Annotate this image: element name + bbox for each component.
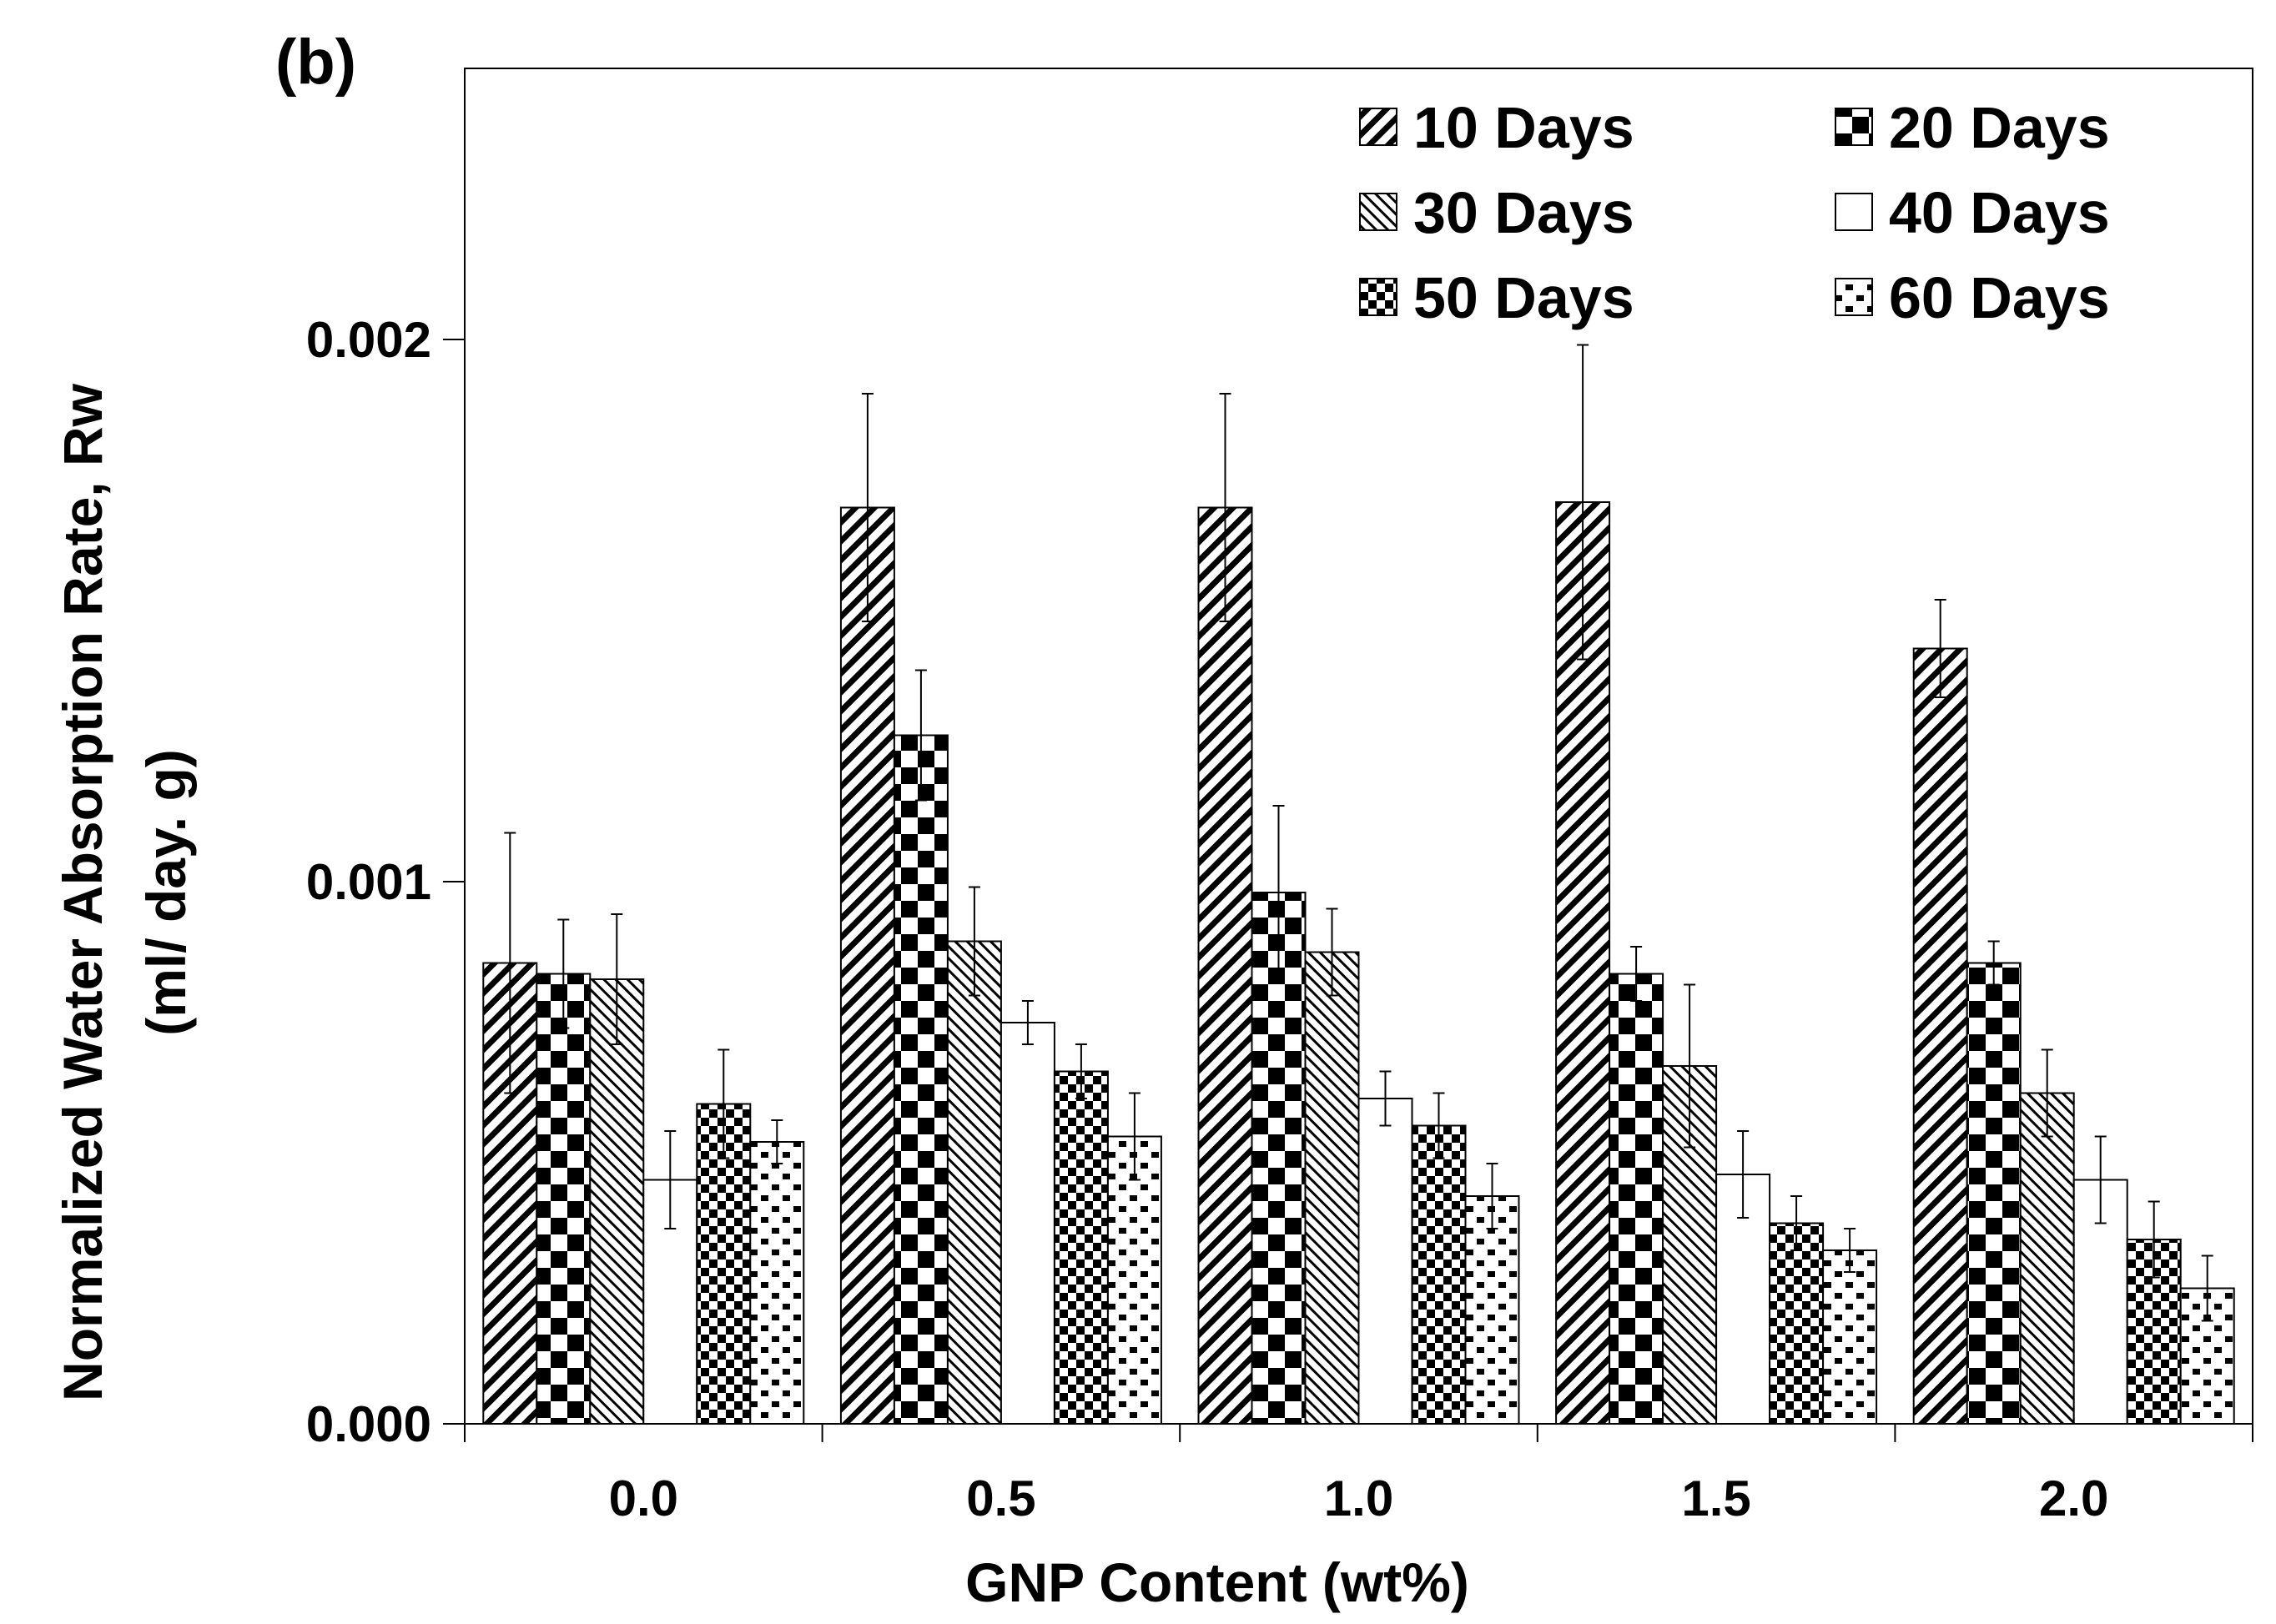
error-bar bbox=[1737, 1130, 1750, 1219]
bar-10-days-1.0 bbox=[1197, 506, 1253, 1425]
error-bar bbox=[2201, 1254, 2213, 1322]
error-bar bbox=[968, 886, 980, 997]
error-bars bbox=[504, 344, 2213, 1322]
y-tick-label: 0.000 bbox=[306, 1396, 431, 1452]
legend-item-20-days: 20 Days bbox=[1835, 95, 2110, 160]
error-bar bbox=[1379, 1070, 1392, 1127]
legend-item-30-days: 30 Days bbox=[1359, 180, 1634, 245]
bar-60-days-0.0 bbox=[749, 1141, 805, 1425]
x-tick-label: 0.5 bbox=[966, 1471, 1035, 1526]
bar-20-days-1.0 bbox=[1251, 892, 1307, 1425]
error-bar bbox=[1934, 599, 1946, 698]
legend-label: 40 Days bbox=[1889, 180, 2110, 245]
legend-label: 30 Days bbox=[1413, 180, 1634, 245]
bar-60-days-1.0 bbox=[1464, 1195, 1520, 1425]
legend-label: 50 Days bbox=[1413, 265, 1634, 330]
error-bar bbox=[2148, 1200, 2160, 1279]
legend-label: 20 Days bbox=[1889, 95, 2110, 160]
error-bar bbox=[664, 1130, 677, 1229]
error-bar bbox=[1219, 393, 1231, 622]
error-bar bbox=[1433, 1092, 1445, 1159]
legend-swatch bbox=[1359, 108, 1397, 146]
bar-10-days-2.0 bbox=[1912, 647, 1968, 1425]
y-tick-label: 0.001 bbox=[306, 854, 431, 910]
y-tick-label: 0.002 bbox=[306, 312, 431, 368]
bar-60-days-1.5 bbox=[1822, 1249, 1878, 1425]
x-axis: 0.0 0.5 1.0 1.5 2.0 bbox=[443, 1423, 2253, 1526]
error-bar bbox=[1630, 946, 1643, 1002]
bar-40-days-0.5 bbox=[1000, 1022, 1055, 1425]
x-axis-title: GNP Content (wt%) bbox=[965, 1551, 1469, 1613]
error-bar bbox=[1577, 344, 1589, 661]
bar-50-days-0.5 bbox=[1053, 1070, 1109, 1425]
bar-50-days-1.0 bbox=[1411, 1124, 1467, 1425]
bar-30-days-0.0 bbox=[589, 978, 645, 1425]
error-bar bbox=[1075, 1043, 1087, 1099]
legend-swatch bbox=[1359, 278, 1397, 316]
legend-swatch bbox=[1835, 108, 1873, 146]
legend-item-40-days: 40 Days bbox=[1835, 180, 2110, 245]
error-bar bbox=[504, 832, 516, 1094]
error-bar bbox=[914, 669, 927, 802]
y-axis-title-line1: Normalized Water Absorption Rate, Rw bbox=[52, 383, 113, 1401]
bar-20-days-2.0 bbox=[1966, 962, 2022, 1425]
error-bar bbox=[557, 918, 570, 1029]
y-axis: 0.000 0.001 0.002 bbox=[306, 312, 465, 1452]
bar-50-days-1.5 bbox=[1769, 1222, 1825, 1425]
error-bar bbox=[1326, 908, 1338, 997]
error-bar bbox=[1128, 1092, 1141, 1181]
error-bar bbox=[1790, 1195, 1803, 1251]
error-bar bbox=[1272, 805, 1285, 980]
bar-10-days-0.5 bbox=[839, 506, 895, 1425]
y-axis-title-line2: (ml/ day. g) bbox=[135, 749, 197, 1035]
bar-20-days-1.5 bbox=[1609, 973, 1664, 1425]
legend-item-10-days: 10 Days bbox=[1359, 95, 1634, 160]
error-bar bbox=[1021, 1000, 1034, 1045]
x-tick-label: 0.0 bbox=[609, 1471, 678, 1526]
bar-20-days-0.5 bbox=[893, 734, 949, 1425]
bar-30-days-1.0 bbox=[1304, 951, 1360, 1425]
legend-item-60-days: 60 Days bbox=[1835, 265, 2110, 330]
bar-20-days-0.0 bbox=[536, 973, 592, 1425]
error-bar bbox=[1844, 1228, 1856, 1273]
legend-item-50-days: 50 Days bbox=[1359, 265, 1634, 330]
legend-swatch bbox=[1835, 278, 1873, 316]
bar-30-days-2.0 bbox=[2019, 1092, 2075, 1425]
error-bar bbox=[1486, 1163, 1498, 1229]
panel-label: (b) bbox=[275, 27, 356, 98]
legend-label: 60 Days bbox=[1889, 265, 2110, 330]
legend-swatch bbox=[1359, 193, 1397, 231]
bar-groups bbox=[482, 501, 2235, 1425]
error-bar bbox=[1987, 940, 2000, 986]
x-tick-label: 2.0 bbox=[2039, 1471, 2108, 1526]
bar-30-days-0.5 bbox=[946, 940, 1002, 1425]
legend: 10 Days 20 Days 30 Days 40 Days 50 Days 60 Da… bbox=[1359, 95, 2110, 330]
legend-label: 10 Days bbox=[1413, 95, 1634, 160]
x-tick-label: 1.5 bbox=[1681, 1471, 1750, 1526]
error-bar bbox=[861, 393, 874, 622]
error-bar bbox=[718, 1048, 730, 1159]
error-bar bbox=[2041, 1048, 2053, 1138]
bar-40-days-1.0 bbox=[1357, 1098, 1413, 1425]
error-bar bbox=[2094, 1135, 2107, 1224]
error-bar bbox=[611, 913, 623, 1045]
bar-10-days-1.5 bbox=[1555, 501, 1611, 1425]
bar-60-days-0.5 bbox=[1106, 1135, 1162, 1425]
legend-swatch bbox=[1835, 193, 1873, 231]
error-bar bbox=[771, 1119, 783, 1164]
error-bar bbox=[1684, 983, 1696, 1149]
x-tick-label: 1.0 bbox=[1324, 1471, 1393, 1526]
y-axis-title: Normalized Water Absorption Rate, Rw (ml… bbox=[52, 383, 197, 1401]
